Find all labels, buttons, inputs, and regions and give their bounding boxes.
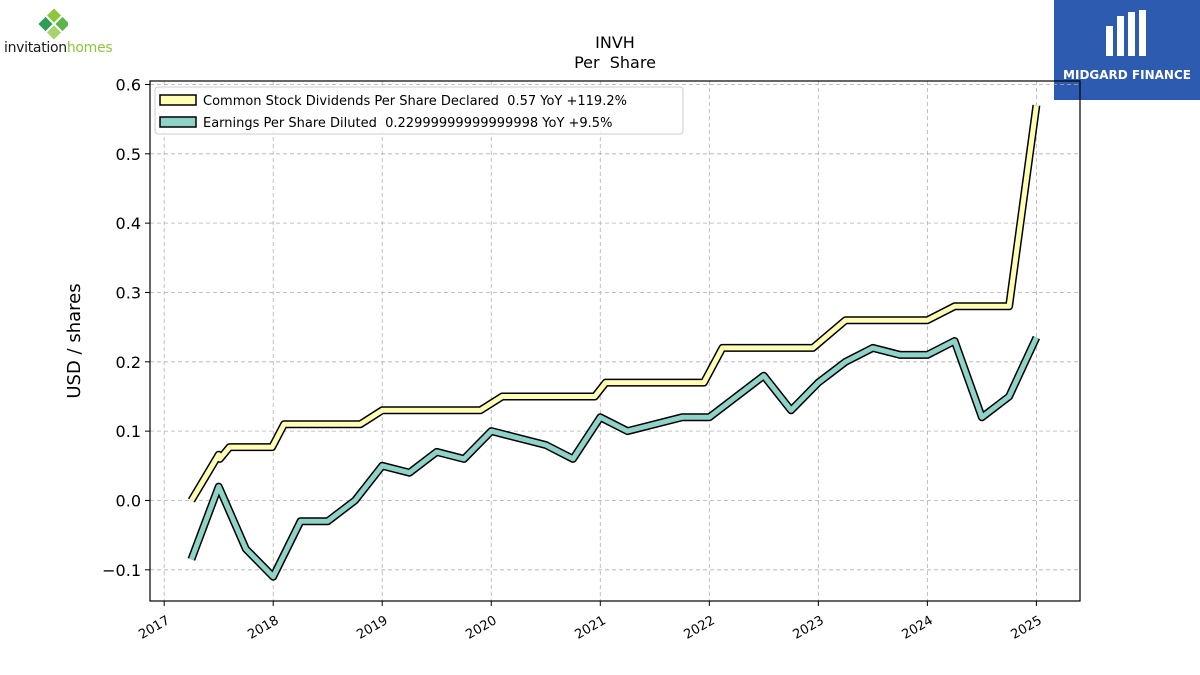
x-tick-label: 2017 [136, 613, 172, 643]
legend-label: Earnings Per Share Diluted 0.22999999999… [203, 116, 612, 131]
x-tick-label: 2022 [681, 613, 717, 643]
x-tick-label: 2025 [1009, 613, 1045, 643]
y-tick-label: 0.1 [116, 422, 141, 441]
legend-label: Common Stock Dividends Per Share Declare… [203, 94, 627, 109]
chart-subtitle: Per Share [574, 53, 656, 72]
watermark-badge: MIDGARD FINANCE [1054, 0, 1200, 100]
x-tick-label: 2024 [900, 613, 936, 643]
y-tick-label: 0.0 [116, 491, 141, 510]
y-tick-label: 0.4 [116, 214, 141, 233]
y-tick-label: 0.2 [116, 353, 141, 372]
plot-frame [149, 80, 1081, 602]
y-tick-label: 0.5 [116, 145, 141, 164]
logo-text-accent: homes [66, 40, 113, 56]
legend-swatch [159, 116, 197, 128]
series-group [187, 104, 1041, 581]
y-tick-label: 0.3 [116, 283, 141, 302]
axes: 2017 2018 2019 2020 2021 2022 2023 2024 2025 −0.1… [102, 75, 1045, 642]
legend-box [154, 86, 684, 135]
legend: Common Stock Dividends Per Share Declare… [154, 86, 684, 135]
x-tick-label: 2019 [354, 613, 390, 643]
watermark-emblem-icon [1106, 10, 1146, 56]
logo-text-main: invitation [4, 40, 67, 56]
y-axis-label: USD / shares [64, 283, 85, 398]
x-tick-label: 2020 [463, 613, 499, 643]
series-0-line [189, 104, 1039, 502]
series-1-outline [187, 335, 1041, 581]
watermark-text: MIDGARD FINANCE [1063, 68, 1191, 82]
logo-diamond-icon [38, 8, 70, 40]
x-tick-label: 2021 [572, 613, 608, 643]
y-tick-label: −0.1 [102, 561, 141, 580]
x-tick-label: 2018 [245, 613, 281, 643]
legend-swatch [159, 94, 197, 106]
y-tick-label: 0.6 [116, 75, 141, 94]
grid [150, 81, 1080, 601]
company-logo-text: invitationhomes [4, 40, 113, 56]
company-logo [4, 4, 134, 60]
series-0-outline [187, 104, 1041, 503]
series-1-line [189, 336, 1039, 580]
x-tick-label: 2023 [791, 613, 827, 643]
chart-title: INVH [595, 33, 635, 52]
